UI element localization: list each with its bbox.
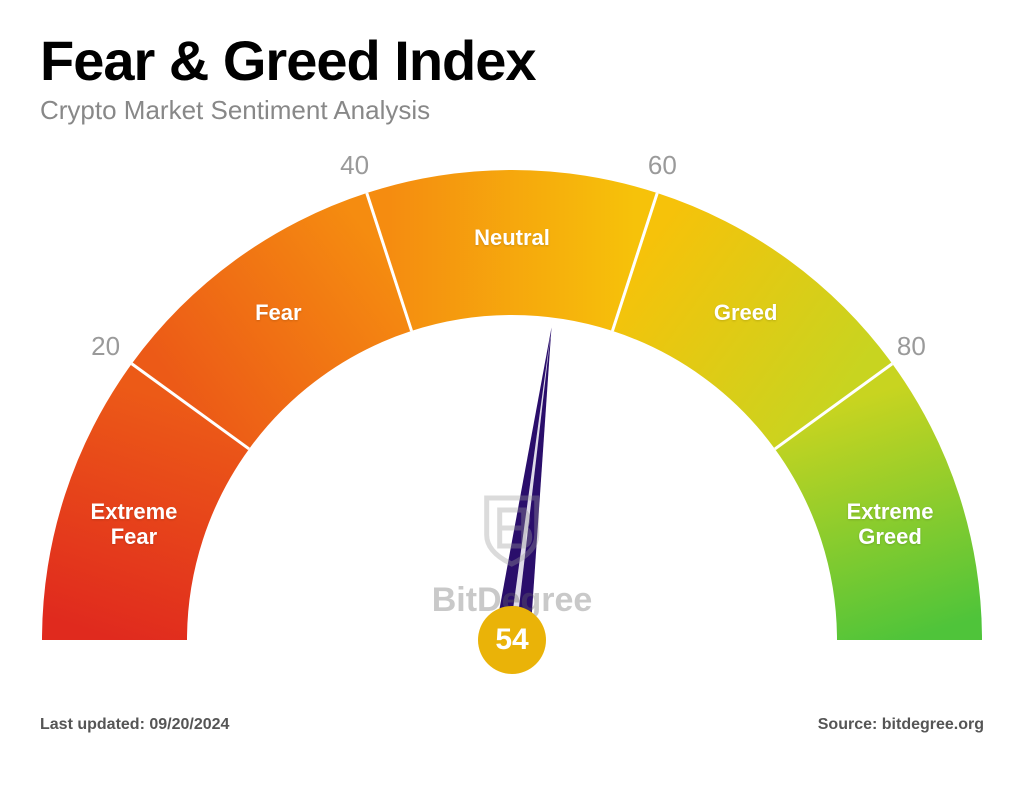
gauge-segment-2 bbox=[367, 170, 657, 331]
gauge-segment-label: ExtremeFear bbox=[64, 499, 204, 550]
gauge-tick-label: 80 bbox=[897, 331, 926, 362]
gauge-segment-label: Greed bbox=[676, 300, 816, 325]
watermark: BitDegree bbox=[432, 490, 593, 620]
gauge-chart: BitDegree 20 40 60 80 ExtremeFear Fear Neutra… bbox=[32, 140, 992, 700]
gauge-segment-label: Neutral bbox=[442, 225, 582, 250]
bitdegree-shield-icon bbox=[472, 490, 552, 570]
page-subtitle: Crypto Market Sentiment Analysis bbox=[40, 95, 984, 126]
gauge-tick-label: 20 bbox=[91, 331, 120, 362]
gauge-tick-label: 60 bbox=[648, 150, 677, 181]
page-title: Fear & Greed Index bbox=[40, 28, 984, 93]
header: Fear & Greed Index Crypto Market Sentime… bbox=[0, 0, 1024, 126]
gauge-tick-label: 40 bbox=[340, 150, 369, 181]
gauge-segment-label: Fear bbox=[208, 300, 348, 325]
last-updated-label: Last updated: 09/20/2024 bbox=[40, 716, 229, 734]
gauge-value: 54 bbox=[495, 623, 528, 657]
source-label: Source: bitdegree.org bbox=[818, 716, 984, 734]
gauge-segment-label: ExtremeGreed bbox=[820, 499, 960, 550]
gauge-value-badge: 54 bbox=[478, 606, 546, 674]
